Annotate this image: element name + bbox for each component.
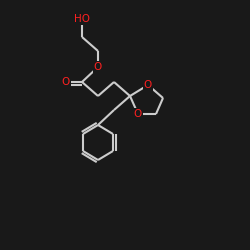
Text: O: O bbox=[134, 109, 142, 119]
Text: O: O bbox=[94, 62, 102, 72]
Text: HO: HO bbox=[74, 14, 90, 24]
Text: O: O bbox=[144, 80, 152, 90]
Text: O: O bbox=[62, 77, 70, 87]
